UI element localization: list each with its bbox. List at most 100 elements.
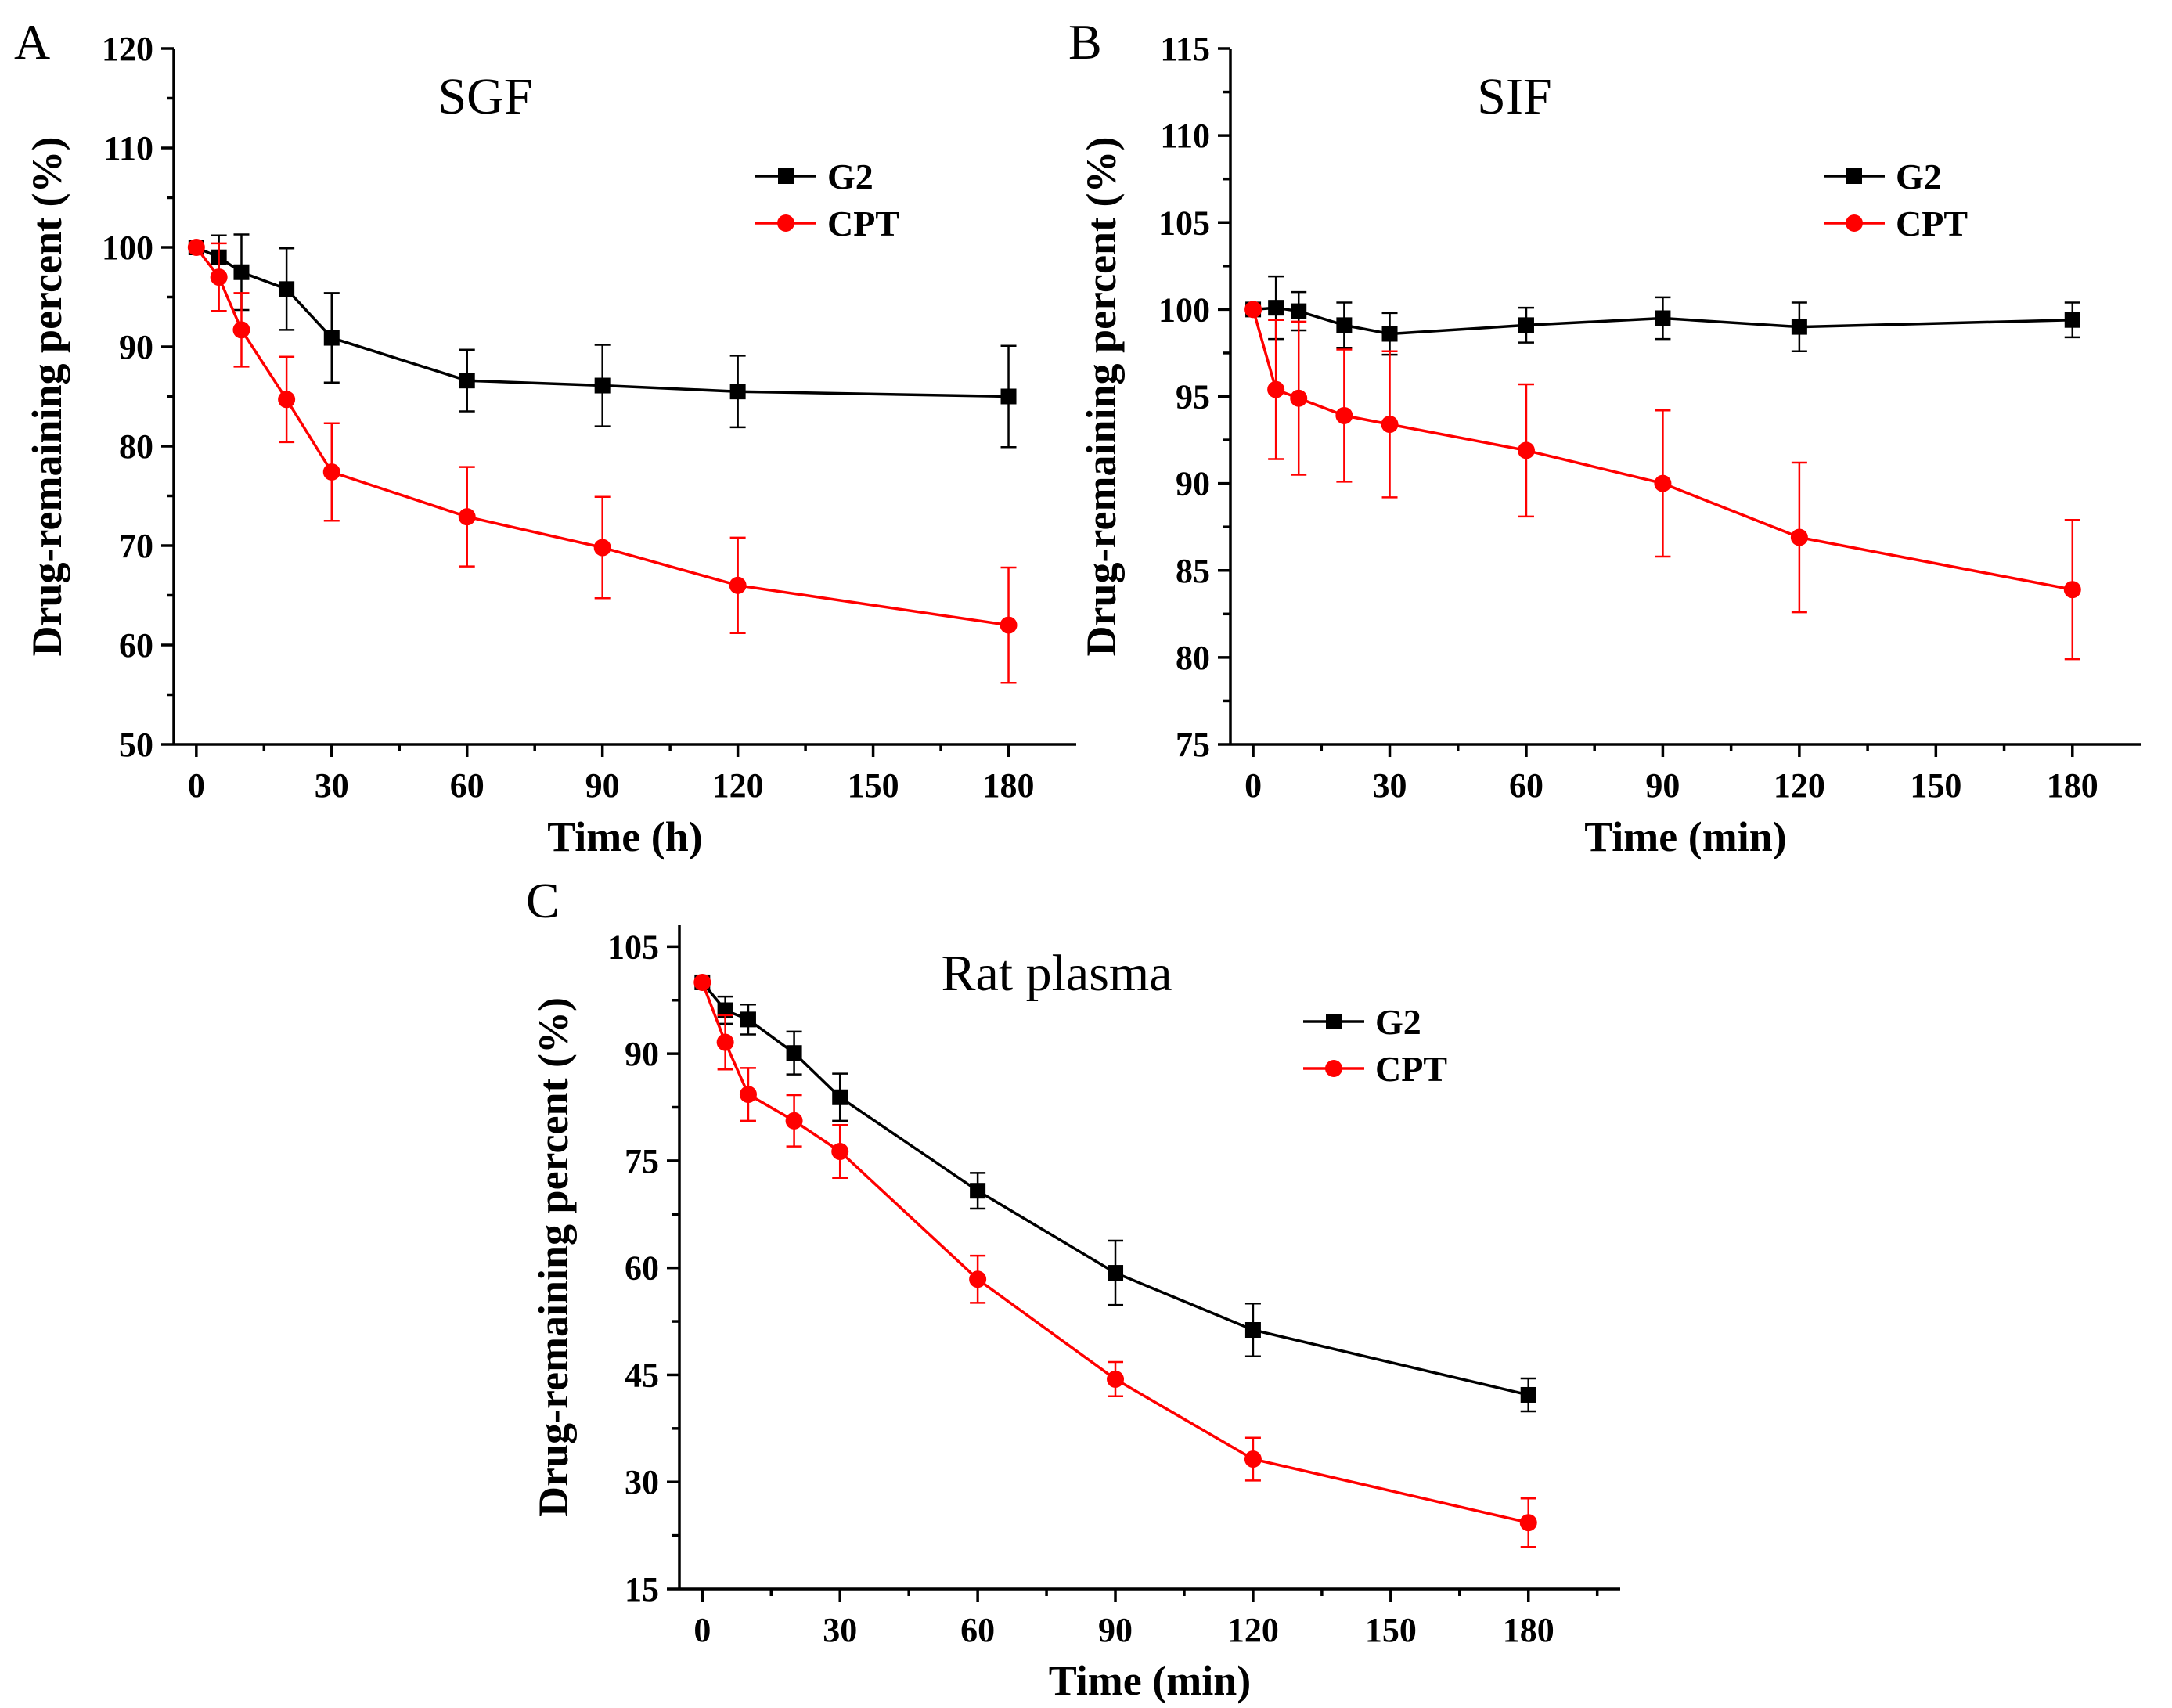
y-axis-title: Drug-remaining percent (%)	[530, 997, 577, 1517]
y-tick-label: 80	[1176, 639, 1210, 677]
x-axis-title: Time (min)	[1584, 813, 1786, 860]
data-point	[1654, 474, 1672, 492]
x-axis-title: Time (h)	[547, 813, 703, 860]
data-point	[187, 239, 205, 256]
x-tick-label: 0	[188, 766, 205, 805]
x-tick-label: 120	[712, 766, 764, 805]
y-tick-label: 100	[1158, 290, 1210, 329]
panel-letter: C	[526, 873, 560, 928]
legend-label: G2	[827, 157, 873, 196]
data-point	[832, 1089, 848, 1105]
data-point	[2064, 312, 2080, 328]
data-point	[1107, 1370, 1125, 1388]
data-point	[1655, 310, 1671, 326]
y-tick-label: 75	[625, 1142, 659, 1180]
data-point	[593, 539, 611, 557]
panel-title: SIF	[1477, 68, 1551, 125]
data-point	[1290, 389, 1308, 407]
data-point	[1291, 303, 1307, 319]
data-point	[1244, 301, 1262, 319]
x-tick-label: 180	[1503, 1611, 1554, 1649]
x-tick-label: 0	[1244, 766, 1262, 805]
data-point	[969, 1270, 987, 1288]
y-tick-label: 120	[102, 30, 153, 68]
data-point	[1381, 416, 1399, 434]
y-tick-label: 100	[102, 229, 153, 267]
x-tick-label: 150	[848, 766, 899, 805]
data-point	[233, 264, 250, 280]
y-tick-label: 60	[625, 1249, 659, 1288]
legend-marker	[1325, 1060, 1342, 1077]
legend-marker	[777, 214, 794, 232]
data-point	[1336, 317, 1353, 333]
x-tick-label: 60	[450, 766, 484, 805]
x-tick-label: 120	[1774, 766, 1825, 805]
data-point	[1520, 1386, 1536, 1403]
x-tick-label: 90	[1645, 766, 1680, 805]
y-tick-label: 50	[119, 726, 153, 764]
y-tick-label: 110	[103, 129, 153, 168]
series-cpt: CPT	[187, 204, 1018, 684]
data-point	[786, 1045, 802, 1061]
data-point	[1108, 1265, 1124, 1281]
y-axis-title: Drug-remaining percent (%)	[23, 137, 70, 657]
legend-label: G2	[1375, 1002, 1421, 1042]
data-point	[279, 281, 295, 297]
x-tick-label: 180	[983, 766, 1035, 805]
y-axis-title: Drug-remaining percent (%)	[1078, 137, 1125, 657]
data-point	[278, 391, 296, 409]
x-tick-label: 120	[1227, 1611, 1279, 1649]
data-point	[323, 330, 340, 346]
y-tick-label: 115	[1160, 30, 1210, 68]
data-point	[1000, 616, 1018, 634]
data-point	[1518, 317, 1534, 333]
data-point	[1244, 1450, 1262, 1468]
y-tick-label: 110	[1160, 117, 1210, 155]
y-tick-label: 60	[119, 626, 153, 665]
y-tick-label: 90	[625, 1035, 659, 1073]
data-point	[831, 1143, 849, 1161]
series-g2: G2	[1245, 157, 2080, 356]
series-cpt: CPT	[693, 973, 1537, 1548]
data-point	[1517, 441, 1535, 459]
panel-letter: B	[1068, 14, 1102, 70]
series-g2: G2	[694, 974, 1536, 1413]
data-point	[970, 1183, 986, 1199]
data-point	[716, 1033, 734, 1051]
legend-marker	[1846, 214, 1863, 232]
data-point	[1790, 528, 1808, 546]
y-tick-label: 90	[1176, 465, 1210, 503]
legend-label: CPT	[1375, 1049, 1447, 1089]
x-tick-label: 180	[2047, 766, 2098, 805]
data-point	[1519, 1514, 1537, 1532]
y-tick-label: 105	[607, 928, 659, 966]
data-point	[458, 508, 476, 526]
data-point	[2063, 581, 2081, 599]
y-tick-label: 95	[1176, 378, 1210, 416]
panel-title: Rat plasma	[941, 945, 1172, 1002]
data-point	[729, 384, 746, 400]
data-point	[459, 373, 475, 389]
data-point	[1267, 380, 1285, 398]
legend-marker	[778, 168, 794, 184]
data-point	[785, 1112, 803, 1130]
series-g2: G2	[188, 157, 1017, 449]
x-tick-label: 150	[1910, 766, 1961, 805]
data-point	[717, 1002, 733, 1018]
legend-label: CPT	[827, 204, 899, 243]
x-tick-label: 60	[960, 1611, 995, 1649]
data-point	[210, 268, 228, 286]
x-tick-label: 60	[1509, 766, 1543, 805]
data-point	[1244, 1322, 1261, 1339]
legend-marker	[1326, 1014, 1342, 1029]
x-tick-label: 90	[585, 766, 620, 805]
series-cpt: CPT	[1244, 204, 2081, 661]
data-point	[740, 1011, 756, 1028]
data-point	[729, 576, 747, 594]
panel-c-rat-plasma: C Rat plasma 15 30 45 60 75 90 105 0 30 60 90 120 150 1…	[526, 873, 1620, 1704]
y-tick-label: 70	[119, 527, 153, 565]
y-tick-label: 85	[1176, 552, 1210, 590]
data-point	[1791, 319, 1807, 335]
y-tick-label: 80	[119, 427, 153, 466]
